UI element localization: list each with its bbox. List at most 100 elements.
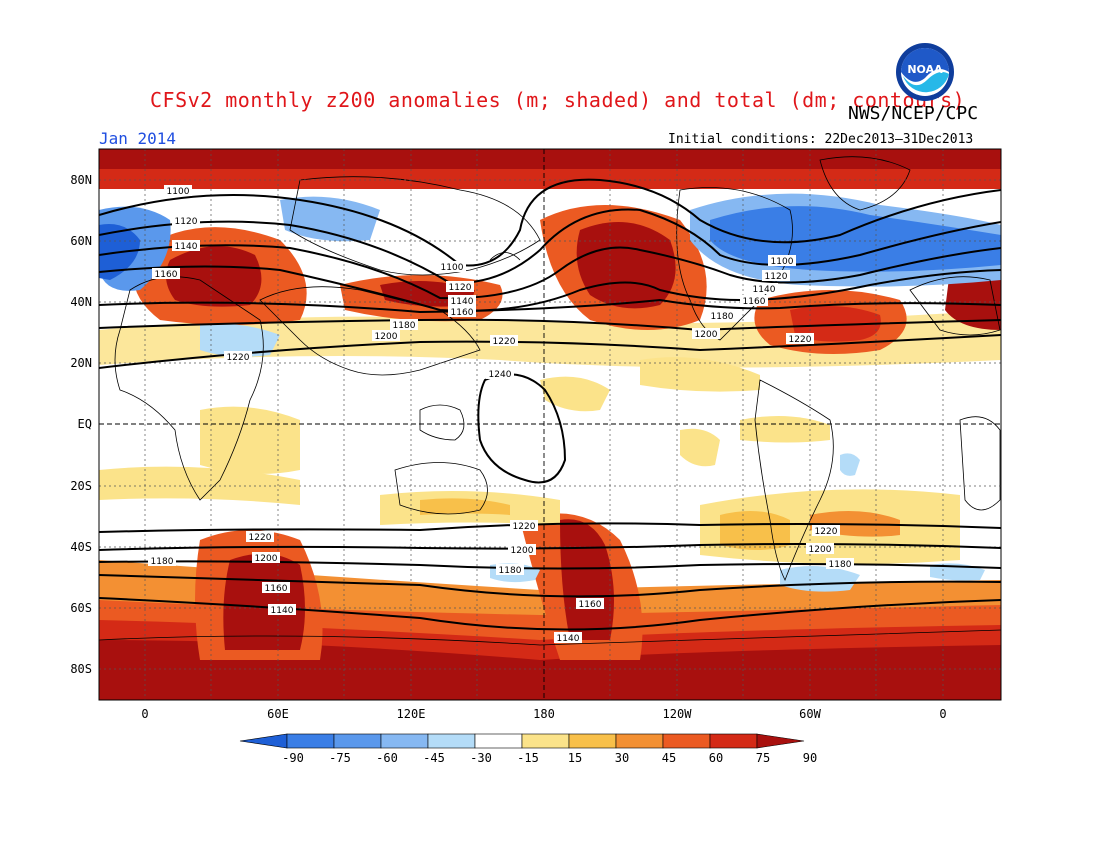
height-contours: [99, 178, 1001, 631]
colorbar-label: -75: [329, 751, 351, 765]
svg-text:1180: 1180: [499, 566, 522, 576]
lon-label: 60E: [267, 707, 289, 721]
colorbar-label: 60: [708, 751, 724, 765]
contour-label: 1160: [448, 306, 476, 318]
lat-label: 40N: [70, 295, 92, 309]
colorbar-arrow-left: [239, 733, 288, 749]
contour-labels: 1100 1120 1140 1160 1100 1120 1140 1160 …: [148, 185, 854, 644]
contour-label: 1140: [554, 632, 582, 644]
lat-label: 60N: [70, 234, 92, 248]
noaa-logo-text: NOAA: [907, 63, 943, 76]
forecast-month: Jan 2014: [99, 129, 177, 148]
svg-text:1120: 1120: [175, 217, 198, 227]
svg-text:1220: 1220: [249, 533, 272, 543]
colorbar-swatch: [380, 733, 429, 749]
contour-label: 1160: [576, 598, 604, 610]
contour-label: 1180: [148, 555, 176, 567]
svg-text:1140: 1140: [557, 634, 580, 644]
contour-label: 1180: [496, 564, 524, 576]
agency-label: NWS/NCEP/CPC: [848, 103, 979, 124]
svg-text:1220: 1220: [227, 353, 250, 363]
initial-conditions: Initial conditions: 22Dec2013–31Dec2013: [668, 132, 974, 147]
lon-label: 180: [533, 707, 555, 721]
contour-label: 1220: [490, 335, 518, 347]
contour-label: 1200: [372, 330, 400, 342]
colorbar-swatch: [709, 733, 758, 749]
colorbar-swatch: [568, 733, 617, 749]
colorbar-label: -90: [282, 751, 304, 765]
contour-label: 1100: [768, 255, 796, 267]
svg-text:1200: 1200: [695, 330, 718, 340]
lat-label: 20N: [70, 356, 92, 370]
svg-text:1220: 1220: [815, 527, 838, 537]
colorbar-label: -45: [423, 751, 445, 765]
reference-lines: [99, 149, 1001, 700]
svg-text:1160: 1160: [155, 270, 178, 280]
contour-label: 1220: [786, 333, 814, 345]
colorbar-swatch: [521, 733, 570, 749]
lat-label: EQ: [77, 417, 92, 431]
contour-label: 1220: [246, 531, 274, 543]
lon-label: 60W: [799, 707, 821, 721]
lon-label: 0: [939, 707, 947, 721]
colorbar-label: -30: [470, 751, 492, 765]
lat-label: 80N: [70, 173, 92, 187]
svg-text:1160: 1160: [743, 297, 766, 307]
svg-text:1220: 1220: [789, 335, 812, 345]
svg-text:1140: 1140: [451, 297, 474, 307]
contour-label: 1200: [806, 543, 834, 555]
svg-text:1220: 1220: [513, 522, 536, 532]
contour-label: 1120: [446, 281, 474, 293]
contour-label: 1180: [826, 558, 854, 570]
lat-label: 60S: [70, 601, 92, 615]
svg-text:1200: 1200: [255, 554, 278, 564]
contour-label: 1160: [740, 295, 768, 307]
colorbar-label: 15: [567, 751, 583, 765]
colorbar-swatch: [286, 733, 335, 749]
contour-label: 1220: [812, 525, 840, 537]
contour-label: 1220: [510, 520, 538, 532]
contour-label: 1120: [172, 215, 200, 227]
svg-text:1100: 1100: [771, 257, 794, 267]
lon-label: 120W: [662, 707, 692, 721]
svg-text:1120: 1120: [765, 272, 788, 282]
svg-text:1160: 1160: [451, 308, 474, 318]
colorbar-swatch: [333, 733, 382, 749]
svg-text:1240: 1240: [489, 370, 512, 380]
contour-label: 1200: [692, 328, 720, 340]
lon-label: 120E: [396, 707, 426, 721]
contour-label: 1140: [750, 283, 778, 295]
colorbar-label: 90: [802, 751, 818, 765]
svg-text:1100: 1100: [167, 187, 190, 197]
svg-text:1200: 1200: [809, 545, 832, 555]
colorbar-label: 45: [661, 751, 677, 765]
noaa-logo: NOAA: [896, 43, 954, 101]
svg-text:1120: 1120: [449, 283, 472, 293]
svg-text:1180: 1180: [711, 312, 734, 322]
lon-label: 0: [141, 707, 149, 721]
chart-title: CFSv2 monthly z200 anomalies (m; shaded)…: [150, 88, 966, 112]
svg-text:1140: 1140: [175, 242, 198, 252]
colorbar-swatch: [427, 733, 476, 749]
svg-text:1180: 1180: [393, 321, 416, 331]
svg-text:1140: 1140: [271, 606, 294, 616]
colorbar-label: 30: [614, 751, 630, 765]
map-frame: [98, 148, 1002, 701]
contour-label: 1240: [486, 368, 514, 380]
svg-text:1100: 1100: [441, 263, 464, 273]
lat-label: 40S: [70, 540, 92, 554]
colorbar-swatch: [615, 733, 664, 749]
contour-label: 1140: [268, 604, 296, 616]
svg-text:1200: 1200: [375, 332, 398, 342]
contour-label: 1140: [448, 295, 476, 307]
svg-text:1200: 1200: [511, 546, 534, 556]
contour-label: 1100: [438, 261, 466, 273]
svg-text:1160: 1160: [579, 600, 602, 610]
colorbar-arrow-right: [756, 733, 805, 749]
contour-label: 1160: [152, 268, 180, 280]
lat-label: 20S: [70, 479, 92, 493]
colorbar: [239, 733, 805, 749]
colorbar-swatch: [474, 733, 523, 749]
lat-label: 80S: [70, 662, 92, 676]
